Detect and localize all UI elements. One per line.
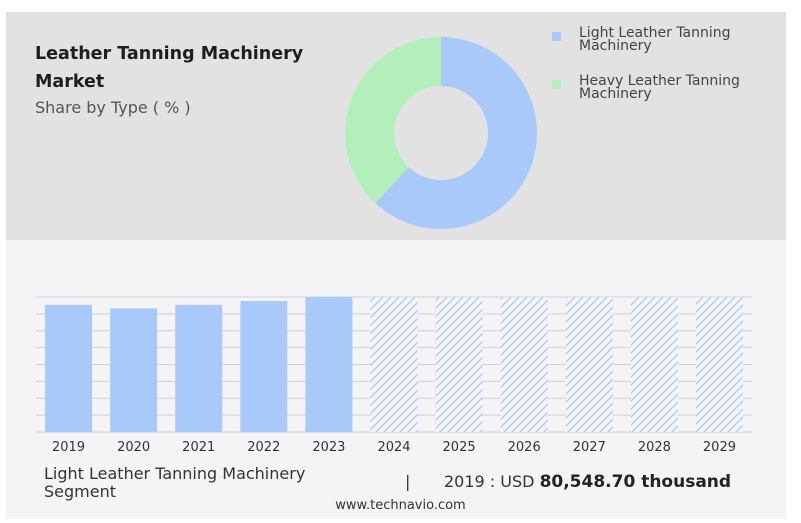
bar-2023 [305,297,353,432]
bar-2022 [240,300,288,432]
bar-2026 [500,297,548,432]
legend-swatch-heavy [552,80,561,89]
donut-slice-heavy [345,37,441,203]
bar-2025 [435,297,483,432]
x-tick-label: 2029 [703,440,736,455]
x-tick-label: 2026 [508,440,541,455]
footer-value-amount: 80,548.70 thousand [539,472,732,492]
x-tick-label: 2024 [377,440,410,455]
footer-value: 2019 : USD 80,548.70 thousand [444,472,731,492]
donut-slice-light [375,37,538,229]
bar-2021 [175,304,223,432]
footer-segment-label: Light Leather Tanning Machinery Segment [44,464,306,501]
bar-2029 [695,297,743,432]
bar-2020 [110,308,158,432]
x-tick-label: 2025 [443,440,476,455]
legend-label-light: Light Leather Tanning Machinery [579,25,731,54]
site-url: www.technavio.com [335,498,466,513]
bar-2028 [630,297,678,432]
x-tick-label: 2027 [573,440,606,455]
bar-2024 [370,297,418,432]
x-tick-label: 2028 [638,440,671,455]
chart-subtitle: Share by Type ( % ) [35,98,191,117]
x-tick-label: 2023 [312,440,345,455]
chart-title: Leather Tanning Machinery Market [35,44,304,92]
x-tick-label: 2021 [182,440,215,455]
footer-separator: | [405,472,411,491]
bar-2019 [45,304,93,432]
x-tick-label: 2019 [52,440,85,455]
bar-2027 [565,297,613,432]
legend-label-heavy: Heavy Leather Tanning Machinery [579,73,740,102]
footer-value-prefix: 2019 : USD [444,472,540,491]
legend-swatch-light [552,32,561,41]
x-tick-label: 2020 [117,440,150,455]
x-tick-label: 2022 [247,440,280,455]
